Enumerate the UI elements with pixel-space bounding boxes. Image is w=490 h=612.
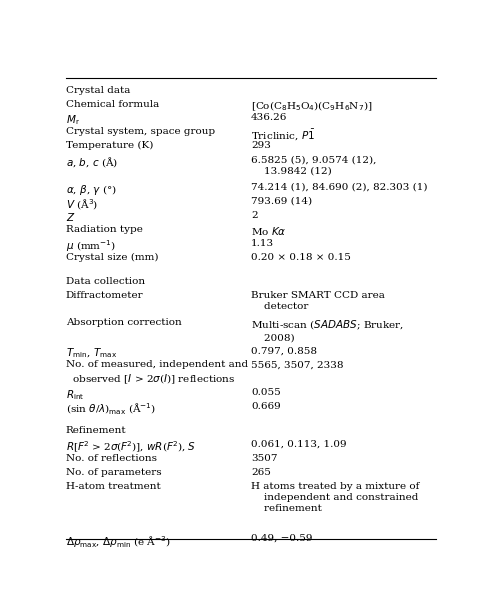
Text: 6.5825 (5), 9.0574 (12),
    13.9842 (12): 6.5825 (5), 9.0574 (12), 13.9842 (12) [251, 155, 376, 175]
Text: 0.061, 0.113, 1.09: 0.061, 0.113, 1.09 [251, 440, 347, 449]
Text: $a$, $b$, $c$ (Å): $a$, $b$, $c$ (Å) [66, 155, 118, 169]
Text: 436.26: 436.26 [251, 113, 288, 122]
Text: $R$[$F$$^2$ > 2$\sigma$($F$$^2$)], $wR$($F$$^2$), $S$: $R$[$F$$^2$ > 2$\sigma$($F$$^2$)], $wR$(… [66, 440, 196, 455]
Text: 5565, 3507, 2338: 5565, 3507, 2338 [251, 360, 343, 369]
Text: 793.69 (14): 793.69 (14) [251, 197, 312, 206]
Text: Refinement: Refinement [66, 426, 126, 435]
Text: Bruker SMART CCD area
    detector: Bruker SMART CCD area detector [251, 291, 385, 311]
Text: Absorption correction: Absorption correction [66, 318, 182, 327]
Text: 0.669: 0.669 [251, 402, 281, 411]
Text: H atoms treated by a mixture of
    independent and constrained
    refinement: H atoms treated by a mixture of independ… [251, 482, 419, 513]
Text: Crystal size (mm): Crystal size (mm) [66, 253, 158, 262]
Text: 1.13: 1.13 [251, 239, 274, 248]
Text: Triclinic, $P\bar{1}$: Triclinic, $P\bar{1}$ [251, 127, 315, 142]
Text: $M$$_\mathrm{r}$: $M$$_\mathrm{r}$ [66, 113, 80, 127]
Text: No. of measured, independent and
  observed [$I$ > 2$\sigma$($I$)] reflections: No. of measured, independent and observe… [66, 360, 248, 386]
Text: $R$$_\mathrm{int}$: $R$$_\mathrm{int}$ [66, 388, 84, 402]
Text: 0.055: 0.055 [251, 388, 281, 397]
Text: Chemical formula: Chemical formula [66, 100, 159, 108]
Text: 0.797, 0.858: 0.797, 0.858 [251, 346, 317, 356]
Text: $\alpha$, $\beta$, $\gamma$ (°): $\alpha$, $\beta$, $\gamma$ (°) [66, 183, 117, 197]
Text: 293: 293 [251, 141, 271, 151]
Text: (sin $\theta$/$\lambda$)$_\mathrm{max}$ (Å$^{-1}$): (sin $\theta$/$\lambda$)$_\mathrm{max}$ … [66, 402, 156, 417]
Text: Crystal system, space group: Crystal system, space group [66, 127, 215, 136]
Text: 74.214 (1), 84.690 (2), 82.303 (1): 74.214 (1), 84.690 (2), 82.303 (1) [251, 183, 428, 192]
Text: 0.49, −0.59: 0.49, −0.59 [251, 534, 313, 543]
Text: $\Delta\rho_\mathrm{max}$, $\Delta\rho_\mathrm{min}$ (e Å$^{-3}$): $\Delta\rho_\mathrm{max}$, $\Delta\rho_\… [66, 534, 171, 550]
Text: Multi-scan ($SADABS$; Bruker,
    2008): Multi-scan ($SADABS$; Bruker, 2008) [251, 318, 404, 343]
Text: $Z$: $Z$ [66, 211, 75, 223]
Text: 265: 265 [251, 468, 271, 477]
Text: Mo $K\alpha$: Mo $K\alpha$ [251, 225, 287, 237]
Text: H-atom treatment: H-atom treatment [66, 482, 161, 491]
Text: Radiation type: Radiation type [66, 225, 143, 234]
Text: $\mu$ (mm$^{-1}$): $\mu$ (mm$^{-1}$) [66, 239, 116, 255]
Text: [Co(C$_8$H$_5$O$_4$)(C$_9$H$_6$N$_7$)]: [Co(C$_8$H$_5$O$_4$)(C$_9$H$_6$N$_7$)] [251, 100, 372, 113]
Text: Diffractometer: Diffractometer [66, 291, 144, 300]
Text: 0.20 × 0.18 × 0.15: 0.20 × 0.18 × 0.15 [251, 253, 351, 261]
Text: 2: 2 [251, 211, 258, 220]
Text: Crystal data: Crystal data [66, 86, 130, 95]
Text: Data collection: Data collection [66, 277, 145, 286]
Text: $T$$_\mathrm{min}$, $T$$_\mathrm{max}$: $T$$_\mathrm{min}$, $T$$_\mathrm{max}$ [66, 346, 117, 360]
Text: 3507: 3507 [251, 454, 278, 463]
Text: $V$ (Å$^3$): $V$ (Å$^3$) [66, 197, 98, 212]
Text: Temperature (K): Temperature (K) [66, 141, 153, 151]
Text: No. of reflections: No. of reflections [66, 454, 157, 463]
Text: No. of parameters: No. of parameters [66, 468, 161, 477]
